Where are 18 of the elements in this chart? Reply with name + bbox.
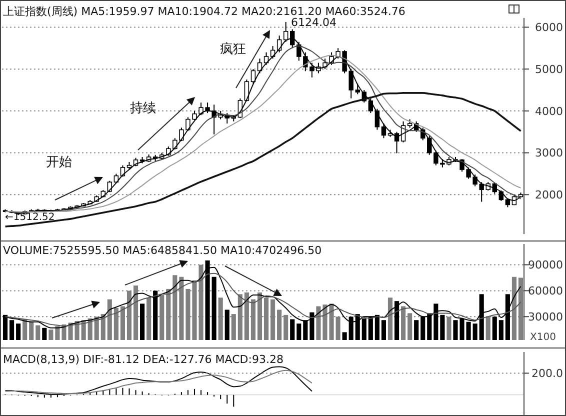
chart-title: MACD(8,13,9) DIF:-81.12 DEA:-127.76 MACD:93.28 (3, 352, 284, 366)
annotation: ←1512.52 (5, 212, 55, 223)
y-tick-label: 3000 (535, 146, 563, 160)
annotation: 开始 (46, 155, 72, 170)
annotation: 6124.04 (291, 16, 336, 29)
annotation: 疯狂 (220, 42, 246, 57)
text: X100 (530, 332, 556, 343)
y-tick-label: 2000 (535, 188, 563, 202)
y-tick-label: 5000 (535, 62, 563, 76)
y-tick-label: 90000 (528, 258, 563, 272)
annotation: 持续 (130, 101, 156, 116)
chart-title: 上证指数(周线) MA5:1959.97 MA10:1904.72 MA20:2161.20 MA60:3524.76 (3, 4, 406, 18)
chart-title: VOLUME:7525595.50 MA5:6485841.50 MA10:4702496.50 (3, 244, 322, 257)
y-tick-label: 60000 (528, 284, 563, 298)
text: 200.0 (532, 367, 563, 380)
y-tick-label: 6000 (535, 21, 563, 34)
y-tick-label: 4000 (535, 104, 563, 118)
y-tick-label: 30000 (528, 310, 563, 324)
